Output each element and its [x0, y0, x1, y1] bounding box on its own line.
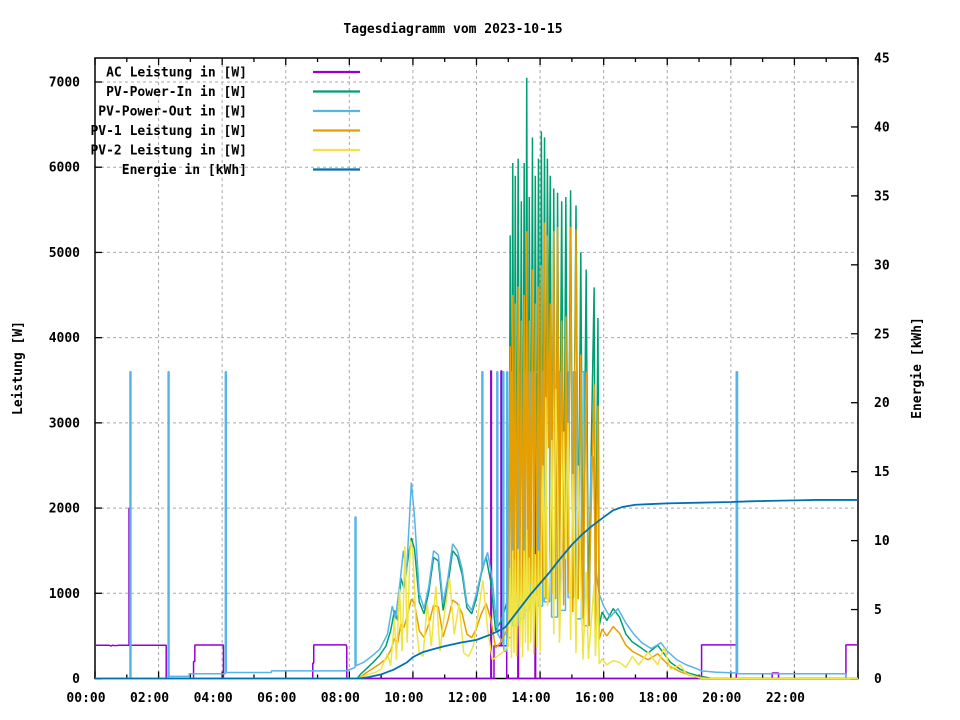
- y2-tick-label: 25: [874, 327, 890, 342]
- y-tick-label: 7000: [49, 76, 80, 91]
- legend-label: PV-Power-Out in [W]: [98, 105, 247, 120]
- y2-tick-label: 0: [874, 672, 882, 687]
- series-pv-2-leistung-in-w-: [95, 388, 858, 679]
- legend-label: Energie in [kWh]: [122, 163, 247, 178]
- tick-labels: 00:00 02:00 04:00 06:00 08:00 10:00 12:00 14:00…: [49, 52, 890, 707]
- y-tick-label: 0: [72, 672, 80, 687]
- x-tick-label: 22:00: [766, 691, 805, 706]
- y-tick-label: 5000: [49, 246, 80, 261]
- legend-item: PV-2 Leistung in [W]: [90, 144, 360, 159]
- legend-item: AC Leistung in [W]: [106, 66, 360, 81]
- series-energie-in-kwh-: [95, 499, 858, 679]
- x-tick-label: 20:00: [702, 691, 741, 706]
- y-tick-label: 3000: [49, 416, 80, 431]
- y2-tick-label: 5: [874, 603, 882, 618]
- chart-title: Tagesdiagramm vom 2023-10-15: [343, 22, 562, 37]
- x-tick-label: 08:00: [321, 691, 360, 706]
- x-tick-label: 06:00: [257, 691, 296, 706]
- series-ac-leistung-in-w-: [95, 370, 858, 679]
- y2-axis-label: Energie [kWh]: [910, 317, 925, 419]
- series-pv-1-leistung-in-w-: [95, 222, 858, 679]
- x-tick-label: 10:00: [384, 691, 423, 706]
- x-tick-label: 12:00: [448, 691, 487, 706]
- y-tick-label: 1000: [49, 587, 80, 602]
- y-tick-label: 2000: [49, 502, 80, 517]
- x-tick-label: 14:00: [512, 691, 551, 706]
- y2-tick-label: 35: [874, 189, 890, 204]
- legend-label: PV-1 Leistung in [W]: [90, 124, 247, 139]
- legend-label: PV-Power-In in [W]: [106, 85, 247, 100]
- legend-item: PV-Power-Out in [W]: [98, 105, 360, 120]
- y2-tick-label: 40: [874, 120, 890, 135]
- y-axis-label: Leistung [W]: [11, 321, 26, 415]
- y2-tick-label: 45: [874, 52, 890, 67]
- data-series: [95, 77, 858, 679]
- x-tick-label: 04:00: [194, 691, 233, 706]
- x-tick-label: 16:00: [575, 691, 614, 706]
- y-tick-label: 6000: [49, 161, 80, 176]
- legend-label: AC Leistung in [W]: [106, 66, 247, 81]
- legend: AC Leistung in [W] PV-Power-In in [W] PV-P…: [90, 66, 360, 178]
- legend-item: PV-Power-In in [W]: [106, 85, 360, 100]
- y2-tick-label: 10: [874, 534, 890, 549]
- y-tick-label: 4000: [49, 331, 80, 346]
- legend-label: PV-2 Leistung in [W]: [90, 144, 247, 159]
- axis-ticks: [94, 57, 859, 680]
- legend-item: PV-1 Leistung in [W]: [90, 124, 360, 139]
- y2-tick-label: 20: [874, 396, 890, 411]
- legend-item: Energie in [kWh]: [122, 163, 360, 178]
- x-tick-label: 00:00: [66, 691, 105, 706]
- x-tick-label: 18:00: [639, 691, 678, 706]
- y2-tick-label: 15: [874, 465, 890, 480]
- y2-tick-label: 30: [874, 258, 890, 273]
- series-pv-power-out-in-w-: [95, 370, 858, 679]
- x-tick-label: 02:00: [130, 691, 169, 706]
